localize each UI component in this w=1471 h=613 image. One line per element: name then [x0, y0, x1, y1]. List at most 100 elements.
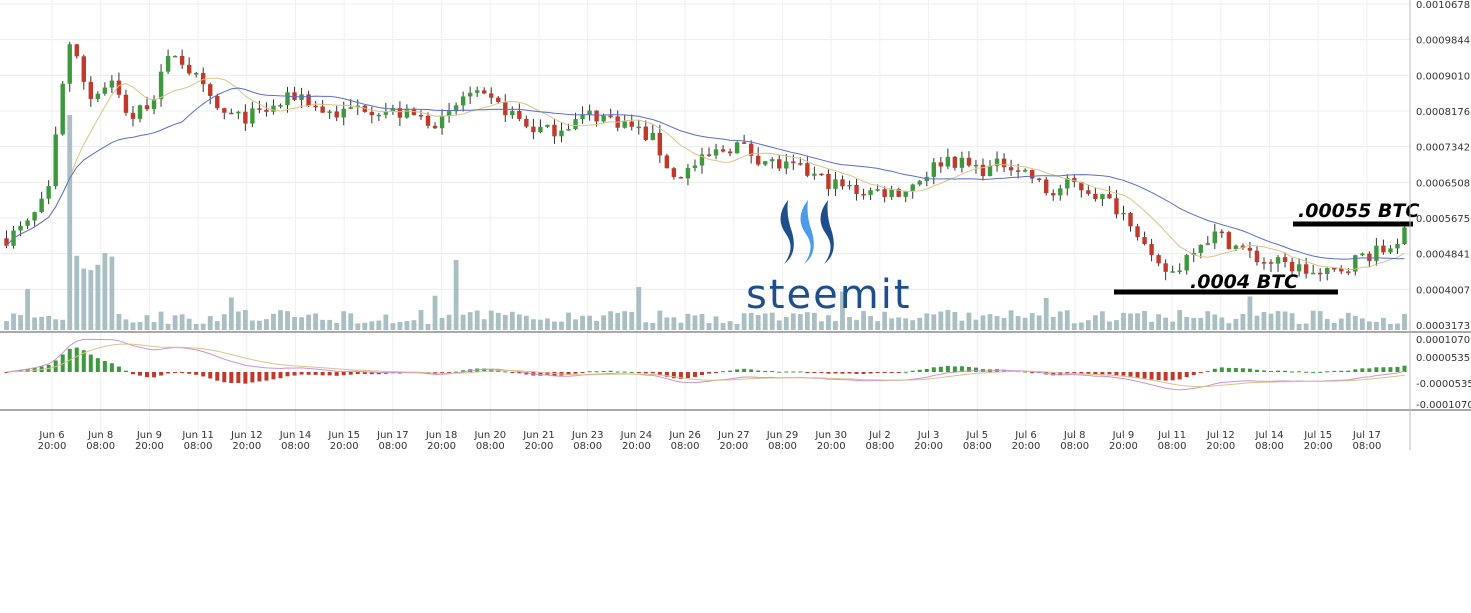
- candle-body: [1205, 243, 1210, 245]
- candle-body: [130, 112, 136, 119]
- macd-bar: [222, 372, 227, 383]
- volume-bar: [1071, 323, 1077, 330]
- macd-bar: [707, 372, 712, 374]
- macd-bar: [1304, 371, 1309, 373]
- candle-body: [285, 92, 290, 106]
- volume-bar: [580, 315, 585, 330]
- volume-bar: [390, 323, 396, 330]
- candle-body: [847, 184, 852, 187]
- volume-bar: [741, 313, 747, 330]
- volume-bar: [811, 312, 817, 330]
- candle-body: [938, 162, 944, 167]
- macd-bar: [355, 372, 360, 375]
- macd-bar: [636, 372, 641, 373]
- volume-bar: [123, 319, 129, 330]
- volume-bar: [706, 323, 712, 330]
- candle-body: [1360, 253, 1365, 256]
- macd-bar: [194, 372, 199, 375]
- volume-bar: [1163, 317, 1169, 330]
- candle-body: [1346, 271, 1351, 273]
- candle-body: [482, 90, 487, 94]
- macd-bar: [678, 372, 683, 379]
- volume-bar: [362, 322, 368, 330]
- macd-bar: [721, 371, 726, 373]
- candle-body: [538, 126, 543, 133]
- volume-bar: [664, 317, 670, 330]
- time-tick-date: Jun 15: [327, 430, 360, 441]
- candle-body: [179, 55, 185, 65]
- volume-bar: [1226, 323, 1232, 330]
- candle-body: [1226, 232, 1232, 249]
- macd-bar: [1086, 372, 1091, 375]
- candle-body: [1325, 268, 1330, 274]
- time-tick-date: Jul 5: [965, 430, 988, 441]
- candle-body: [1177, 270, 1182, 272]
- macd-bar: [334, 372, 339, 376]
- macd-bar: [952, 366, 957, 372]
- macd-bar: [152, 372, 157, 378]
- volume-bar: [776, 320, 782, 330]
- candle-body: [643, 126, 648, 140]
- volume-bar: [734, 323, 740, 330]
- macd-histogram: [4, 347, 1407, 384]
- macd-bar: [1247, 368, 1252, 372]
- volume-bar: [228, 297, 234, 330]
- candle-body: [208, 84, 213, 96]
- volume-bar: [397, 321, 403, 330]
- volume-bar: [559, 321, 564, 330]
- volume-bar: [1177, 310, 1183, 330]
- candle-body: [1310, 272, 1316, 275]
- macd-bar: [447, 372, 452, 373]
- volume-bar: [924, 313, 930, 330]
- macd-bar: [1346, 370, 1351, 372]
- macd-bar: [1093, 372, 1098, 375]
- macd-bar: [819, 372, 824, 373]
- volume-bar: [945, 310, 951, 330]
- candle-body: [144, 105, 150, 110]
- time-tick-date: Jul 14: [1255, 430, 1284, 441]
- volume-bar: [242, 310, 248, 330]
- steemit-logo-stroke-3: [820, 200, 834, 264]
- candle-body: [1254, 250, 1260, 263]
- candle-body: [1093, 193, 1098, 200]
- candle-body: [1170, 271, 1175, 273]
- macd-bar: [461, 370, 466, 372]
- candle-body: [271, 105, 276, 112]
- volume-bar: [1078, 322, 1084, 330]
- time-tick-date: Jul 15: [1303, 430, 1332, 441]
- volume-bar: [271, 313, 276, 330]
- candle-body: [1268, 262, 1274, 264]
- candle-body: [1051, 193, 1056, 196]
- volume-bar: [1036, 315, 1042, 330]
- volume-bar: [1402, 313, 1407, 330]
- candle-body: [32, 212, 37, 221]
- candle-body: [1156, 255, 1161, 264]
- candle-body: [903, 191, 908, 197]
- macd-bar: [735, 369, 740, 372]
- macd-bar: [313, 372, 318, 375]
- candle-body: [734, 142, 740, 154]
- macd-bar: [980, 369, 985, 372]
- candle-body: [88, 81, 94, 99]
- time-tick-time: 08:00: [476, 441, 505, 452]
- candle-body: [727, 151, 733, 154]
- volume-bar: [1324, 318, 1330, 330]
- macd-bar: [938, 366, 943, 372]
- macd-bar: [545, 372, 550, 376]
- volume-bar: [1233, 318, 1239, 330]
- time-tick-time: 20:00: [914, 441, 943, 452]
- macd-bar: [854, 372, 859, 374]
- volume-bar: [235, 311, 241, 330]
- candle-body: [1135, 226, 1140, 238]
- price-tick-label: 0.0010678: [1416, 0, 1470, 11]
- volume-bar: [1022, 317, 1028, 330]
- macd-bar: [1332, 370, 1337, 372]
- volume-bar: [116, 314, 122, 330]
- candle-body: [186, 64, 192, 74]
- volume-bar: [1149, 321, 1154, 330]
- volume-bar: [530, 319, 536, 330]
- volume-bar: [32, 317, 38, 330]
- volume-bar: [1345, 312, 1351, 330]
- volume-bar: [797, 314, 803, 330]
- candle-body: [306, 94, 311, 106]
